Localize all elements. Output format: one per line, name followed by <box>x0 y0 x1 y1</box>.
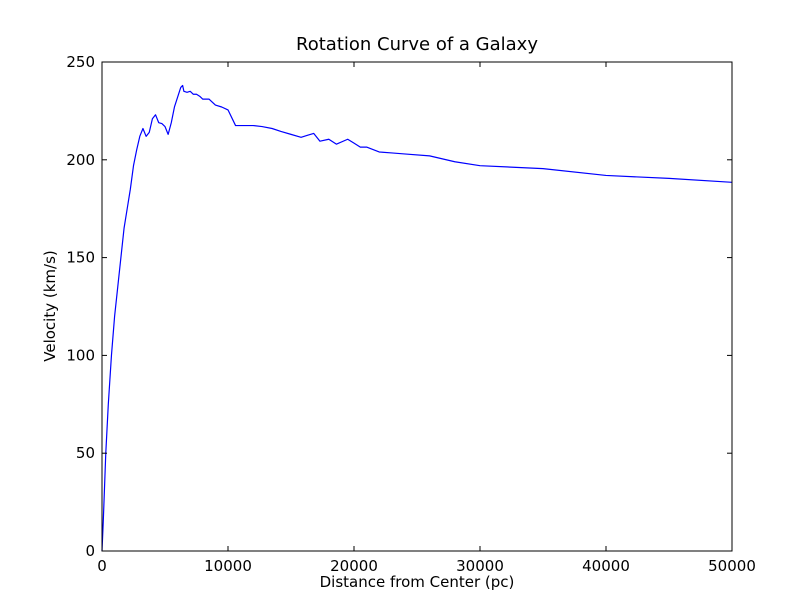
x-tick-label: 20000 <box>330 557 378 575</box>
chart-title: Rotation Curve of a Galaxy <box>296 34 538 55</box>
x-tick-label: 0 <box>97 557 107 575</box>
y-tick-label: 100 <box>66 346 95 364</box>
plot-area <box>102 62 732 551</box>
y-axis-label: Velocity (km/s) <box>41 250 59 361</box>
x-tick-label: 50000 <box>708 557 756 575</box>
y-tick-label: 0 <box>85 542 95 560</box>
y-tick-label: 200 <box>66 151 95 169</box>
axes-frame <box>101 61 733 552</box>
y-tick-label: 50 <box>76 444 95 462</box>
x-axis-label: Distance from Center (pc) <box>320 573 515 591</box>
x-tick-label: 30000 <box>456 557 504 575</box>
tick-layer: 0 10000 20000 30000 40000 50000 0 50 100 150 200 25… <box>66 53 756 575</box>
y-tick-label: 150 <box>66 249 95 267</box>
x-tick-label: 10000 <box>204 557 252 575</box>
x-tick-label: 40000 <box>582 557 630 575</box>
y-tick-label: 250 <box>66 53 95 71</box>
series-line-0 <box>101 84 733 552</box>
series-layer <box>101 84 733 552</box>
